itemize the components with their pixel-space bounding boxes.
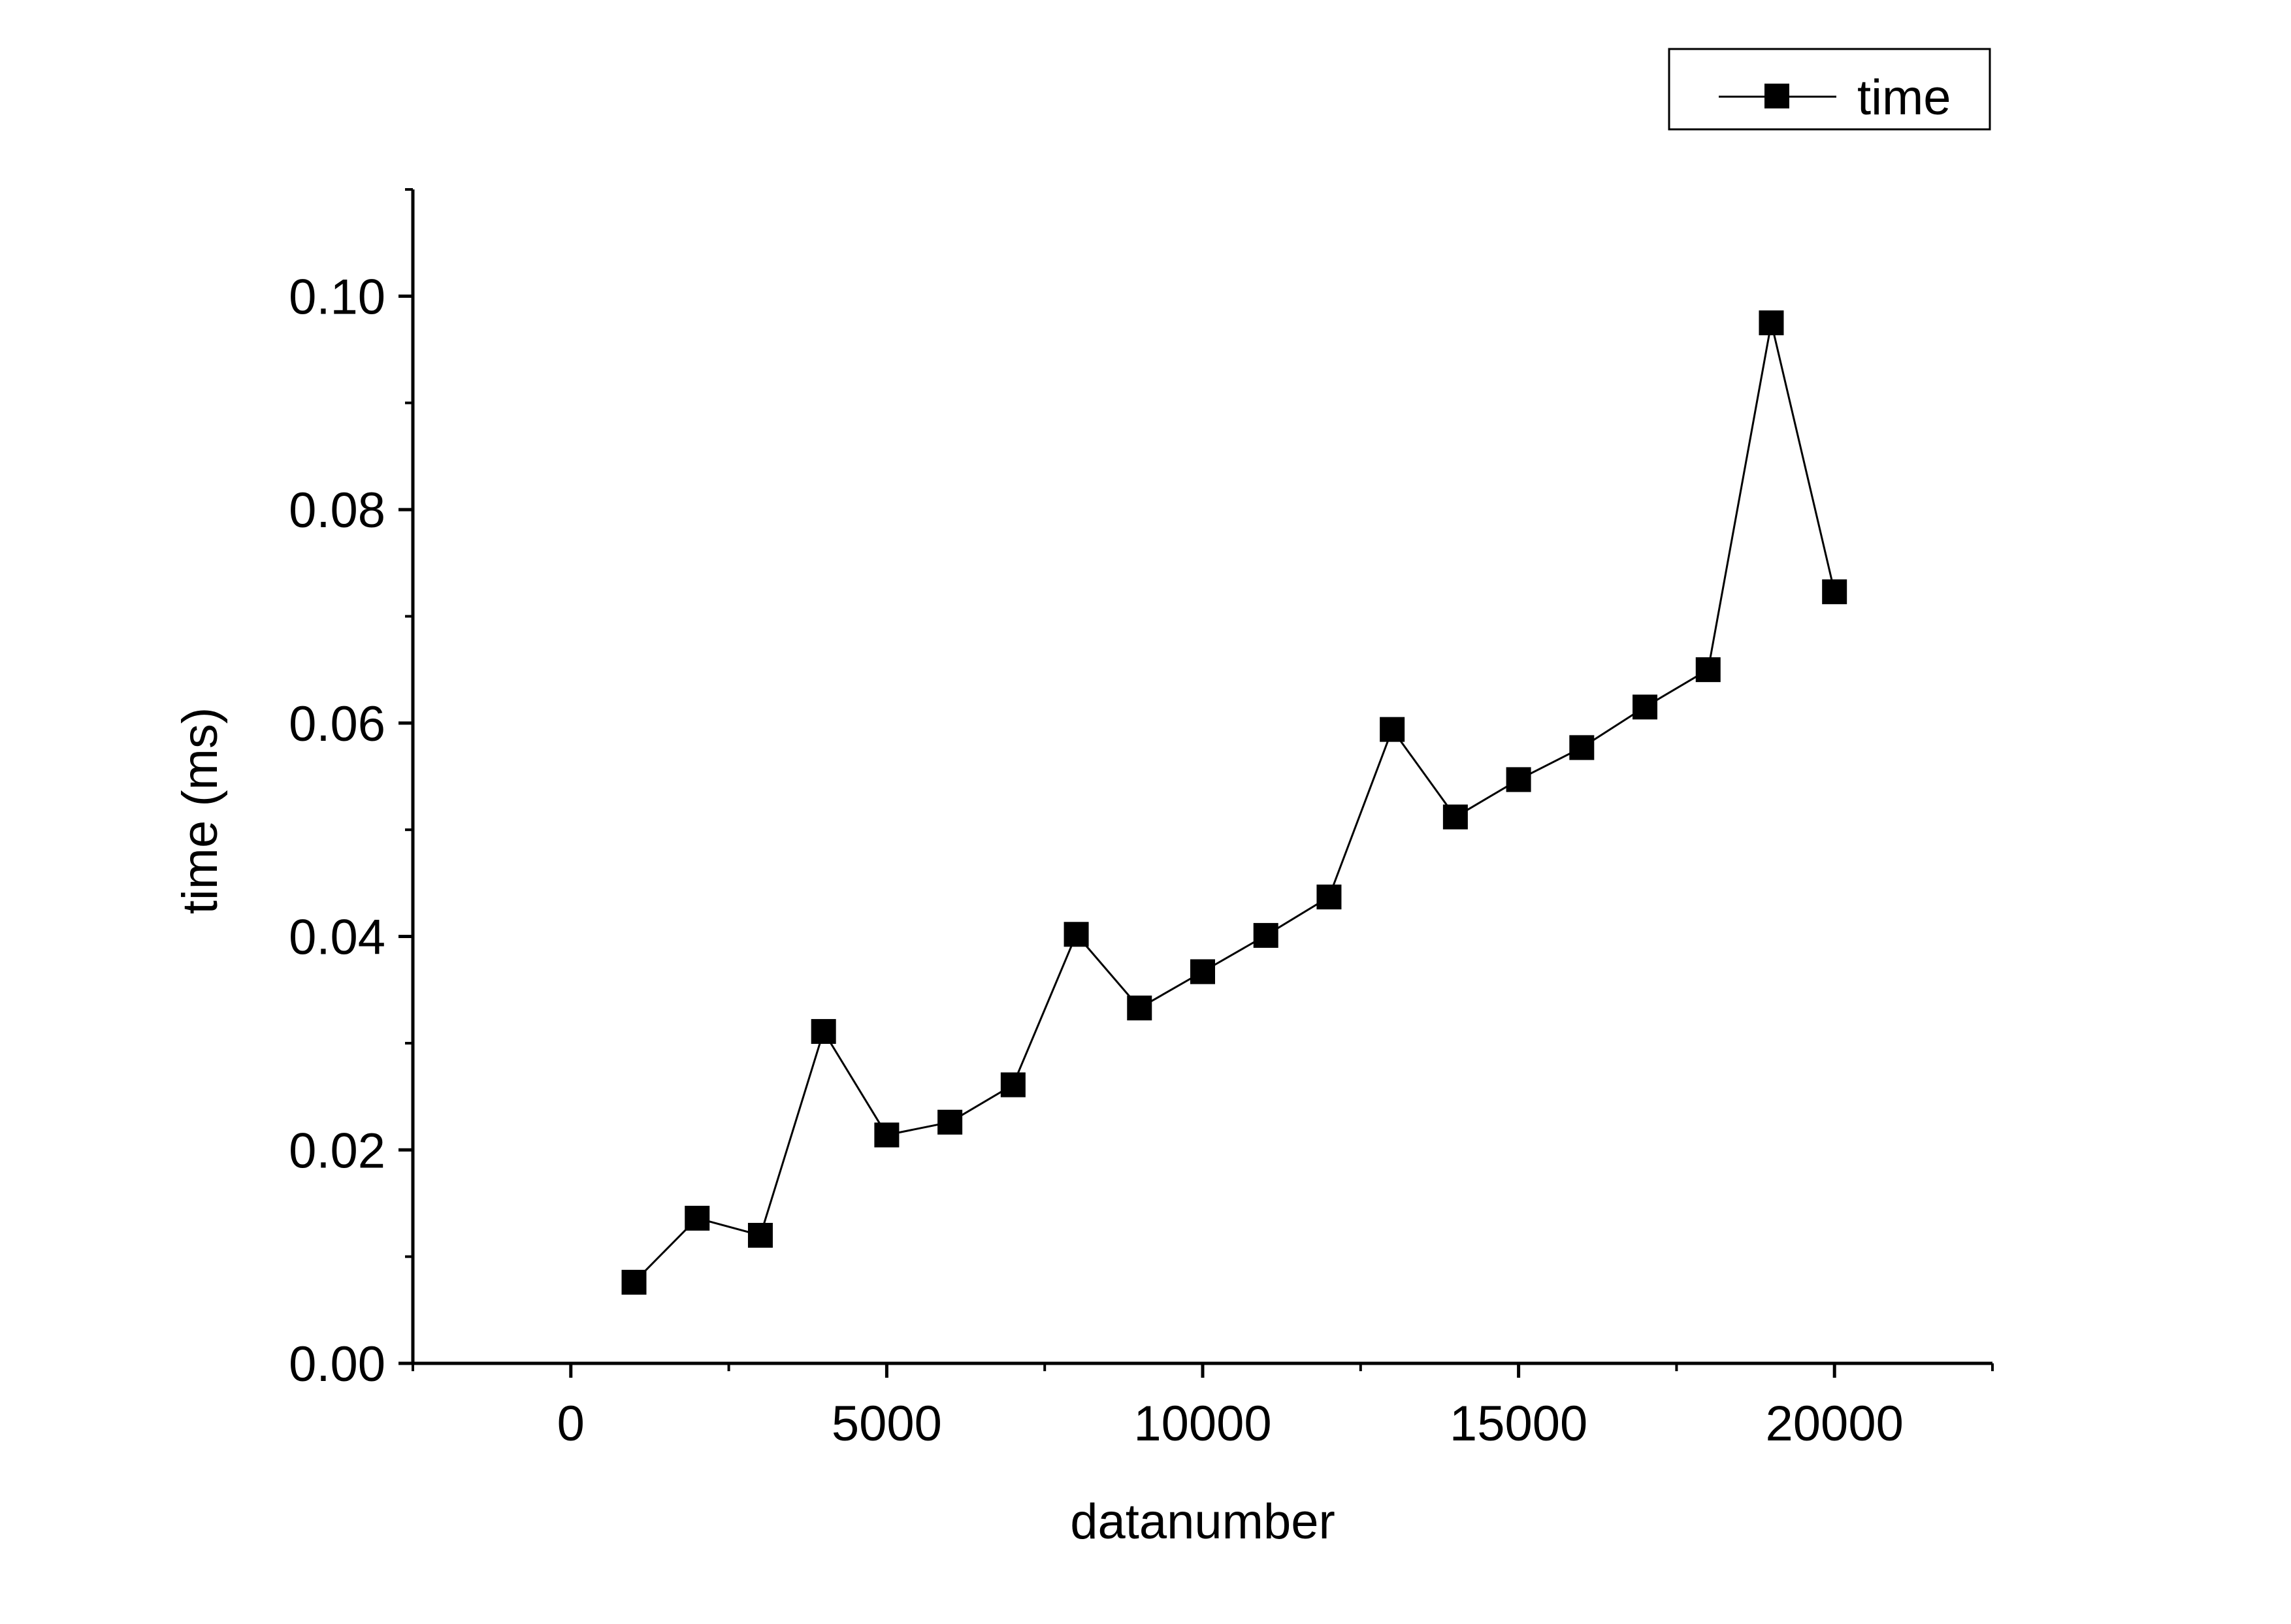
x-axis-title: datanumber [1070,1494,1335,1550]
data-point [1569,735,1595,760]
data-point [1316,885,1342,910]
data-point [811,1018,836,1044]
legend-box [1668,48,1991,131]
y-tick-label: 0.06 [289,696,385,752]
x-tick-label: 15000 [1450,1396,1587,1452]
x-tick-label: 5000 [832,1396,942,1452]
axes: 0 5000 10000 15000 20000 0.00 0.02 0.04 0.06 0.08… [289,188,1994,1452]
data-point [685,1205,710,1231]
series-time [621,310,1847,1295]
x-tick-label: 20000 [1766,1396,1904,1452]
data-point [747,1222,773,1248]
data-point [1442,804,1468,830]
legend: time [1668,48,1991,131]
data-point [1064,922,1089,947]
legend-marker [1764,84,1789,108]
data-point [1695,657,1721,683]
y-tick-label: 0.04 [289,910,385,966]
series-line [633,322,1836,1283]
x-tick-label: 0 [557,1396,585,1452]
data-point [1190,959,1215,984]
legend-label: time [1857,70,1951,125]
data-point [1633,694,1658,720]
data-point [1127,995,1152,1020]
y-tick-label: 0.08 [289,483,385,538]
data-point [1253,922,1278,948]
y-tick-label: 0.10 [289,269,385,325]
data-point [874,1122,900,1148]
y-tick-label: 0.00 [289,1337,385,1392]
data-point [621,1269,647,1295]
x-tick-label: 10000 [1133,1396,1271,1452]
data-point [937,1109,963,1135]
y-tick-label: 0.02 [289,1123,385,1178]
data-point [1380,717,1405,742]
data-point [1506,767,1531,792]
data-point [1759,310,1784,336]
y-axis-title: time (ms) [172,707,228,915]
data-point [1000,1072,1026,1097]
data-point [1822,579,1847,604]
